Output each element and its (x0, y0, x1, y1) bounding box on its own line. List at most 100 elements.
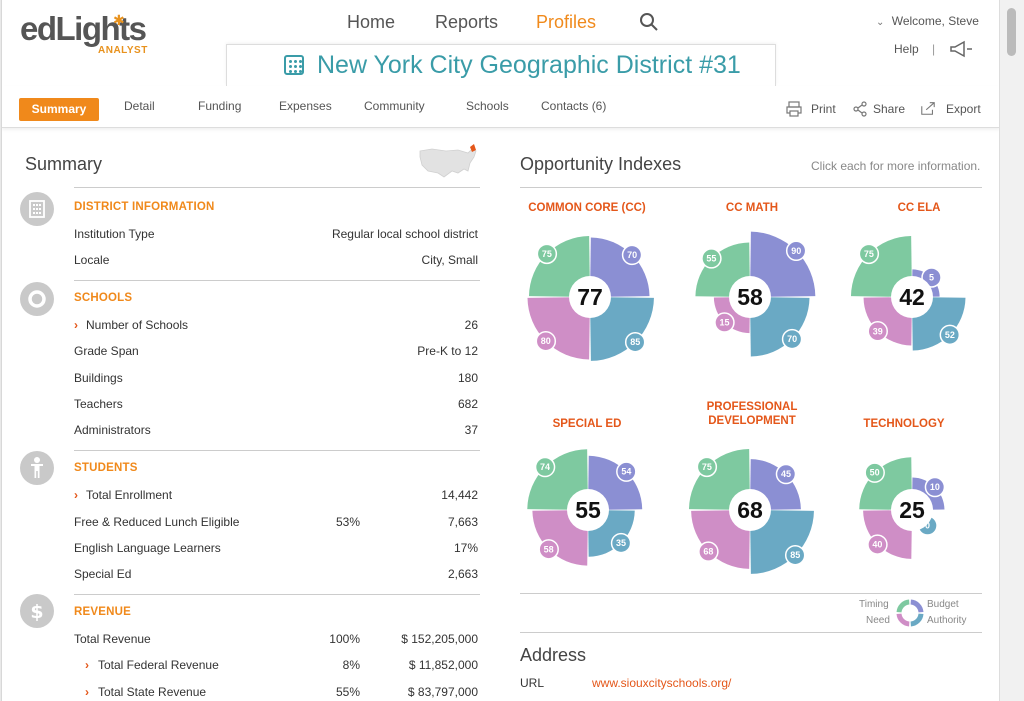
revenue-row-federal[interactable]: › Total Federal Revenue 8% $ 11,852,000 (85, 658, 478, 672)
value-label: 80 (541, 336, 551, 346)
value-label: 75 (542, 249, 552, 259)
score-label: 25 (899, 497, 925, 523)
tab-community[interactable]: Community (364, 99, 425, 113)
legend-need: Need (866, 615, 890, 626)
score-disc (729, 276, 771, 318)
opportunity-charts: 7085807577907015555855239754254355874554… (527, 231, 966, 574)
value-label: 39 (873, 326, 883, 336)
chevron-right-icon: › (85, 685, 89, 699)
value-bubble (864, 462, 885, 483)
building-icon (20, 192, 54, 226)
students-heading: STUDENTS (74, 462, 138, 474)
value-bubble (858, 243, 880, 265)
value-bubble (536, 243, 558, 265)
divider (520, 593, 982, 594)
print-icon[interactable] (786, 101, 802, 117)
value-label: 54 (621, 467, 631, 477)
nav-reports[interactable]: Reports (435, 12, 499, 32)
schools-row-number[interactable]: › Number of Schools 26 (74, 318, 478, 332)
schools-heading: SCHOOLS (74, 292, 133, 304)
score-label: 55 (575, 497, 601, 523)
chevron-down-icon: ⌄ (876, 17, 885, 28)
students-row-enrollment[interactable]: › Total Enrollment 14,442 (74, 488, 478, 502)
share-icon[interactable] (852, 101, 868, 117)
value-label: 52 (945, 330, 955, 340)
divider (74, 187, 480, 188)
value-bubble (785, 240, 807, 262)
share-button[interactable]: Share (873, 102, 906, 116)
value-label: 75 (702, 462, 712, 472)
tab-summary[interactable]: Summary (19, 98, 99, 121)
chevron-right-icon: › (85, 658, 89, 672)
value-bubble (534, 456, 556, 478)
dollar-icon: $ (20, 594, 54, 628)
info-row: English Language Learners 17% (74, 541, 478, 555)
tab-contacts[interactable]: Contacts (6) (541, 99, 607, 113)
legend-budget: Budget (927, 599, 959, 610)
quadrant-need (527, 297, 590, 360)
nav-home[interactable]: Home (347, 12, 396, 32)
tab-detail[interactable]: Detail (124, 99, 155, 113)
summary-heading: Summary (25, 154, 103, 174)
svg-text:$: $ (30, 601, 43, 623)
value-label: 40 (872, 540, 882, 550)
value-label: 70 (627, 250, 637, 260)
scrollbar-thumb[interactable] (1007, 8, 1016, 56)
nav-profiles[interactable]: Profiles (536, 12, 597, 32)
export-icon[interactable] (920, 100, 936, 116)
tab-schools[interactable]: Schools (466, 99, 509, 113)
info-row: Free & Reduced Lunch Eligible 53% 7,663 (74, 515, 478, 529)
divider (520, 632, 982, 633)
score-disc (891, 489, 933, 531)
value-bubble (924, 476, 946, 498)
us-map-icon (419, 144, 477, 178)
value-label: 74 (540, 462, 550, 472)
info-row: Teachers 682 (74, 397, 478, 411)
chart-label-technology: TECHNOLOGY (863, 418, 945, 430)
page-title: New York City Geographic District #31 (317, 51, 741, 79)
value-label: 45 (781, 469, 791, 479)
user-menu[interactable]: ⌄ Welcome, Steve (876, 14, 979, 28)
revenue-row-state[interactable]: › Total State Revenue 55% $ 83,797,000 (85, 685, 478, 699)
value-bubble (610, 532, 632, 554)
opportunity-chart-4[interactable]: 45 85 68 75 68 (688, 448, 814, 574)
help-link[interactable]: Help (894, 42, 919, 56)
scrollbar[interactable] (999, 0, 1024, 701)
url-label: URL (520, 676, 545, 690)
opportunity-chart-2[interactable]: 5 52 39 75 42 (850, 235, 966, 351)
info-row: Locale City, Small (74, 253, 478, 267)
value-label: 85 (630, 337, 640, 347)
score-label: 58 (737, 284, 763, 310)
export-button[interactable]: Export (946, 102, 981, 116)
address-heading: Address (520, 645, 587, 665)
score-label: 77 (577, 284, 603, 310)
opportunity-chart-5[interactable]: 10 0 40 50 25 (859, 457, 946, 559)
value-bubble (698, 541, 719, 562)
search-icon[interactable] (639, 12, 659, 32)
opportunity-chart-0[interactable]: 70 85 80 75 77 (527, 235, 654, 361)
info-row: Grade Span Pre-K to 12 (74, 344, 478, 358)
value-bubble (538, 539, 559, 560)
print-button[interactable]: Print (811, 102, 836, 116)
tab-expenses[interactable]: Expenses (279, 99, 332, 113)
value-label: 85 (790, 550, 800, 560)
tab-funding[interactable]: Funding (198, 99, 242, 113)
chart-label-professional-dev: PROFESSIONAL DEVELOPMENT (706, 401, 798, 427)
opportunity-heading: Opportunity Indexes (520, 154, 682, 174)
app-window: edLights ✱ ANALYST Home Reports Profiles… (1, 0, 999, 701)
megaphone-icon[interactable] (948, 40, 974, 58)
opportunity-chart-3[interactable]: 54 35 58 74 55 (527, 449, 643, 566)
value-label: 68 (703, 547, 713, 557)
chart-label-cc-ela: CC ELA (897, 202, 941, 214)
value-bubble (701, 248, 722, 269)
info-row: Buildings 180 (74, 371, 478, 385)
score-disc (567, 489, 609, 531)
value-label: 58 (544, 544, 554, 554)
legend-arc-need (896, 613, 910, 627)
opportunity-chart-1[interactable]: 90 70 15 55 58 (695, 231, 816, 357)
url-link[interactable]: www.siouxcityschools.org/ (592, 676, 732, 690)
value-label: 50 (870, 468, 880, 478)
edlights-logo[interactable]: edLights ✱ ANALYST (20, 10, 148, 56)
district-grid-icon (284, 55, 304, 75)
quadrant-budget (750, 231, 816, 297)
